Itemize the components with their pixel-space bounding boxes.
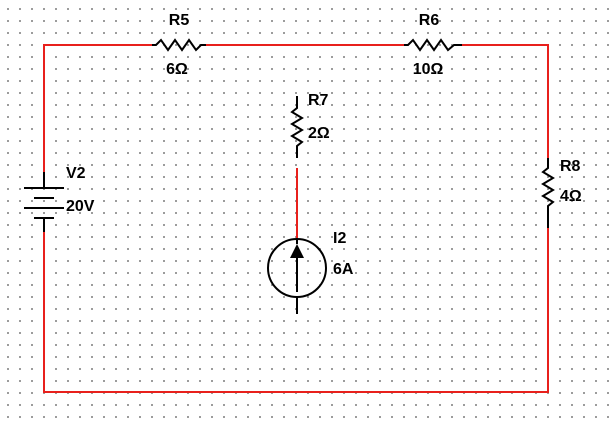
current-source-i2[interactable] — [267, 238, 327, 314]
r5-name-label: R5 — [169, 12, 190, 29]
battery-v2[interactable] — [24, 172, 64, 232]
v2-value-label: 20V — [66, 198, 95, 215]
r7-value-label: 2Ω — [308, 125, 330, 142]
arrow-up-icon — [290, 244, 304, 258]
r8-name-label: R8 — [560, 158, 581, 175]
r7-name-label: R7 — [308, 92, 329, 109]
wire-right-bottom — [43, 228, 549, 393]
r8-value-label: 4Ω — [560, 188, 582, 205]
resistor-r8[interactable] — [541, 158, 555, 228]
wires — [43, 44, 549, 393]
r6-value-label: 10Ω — [413, 61, 444, 78]
wire-right-top — [462, 44, 549, 158]
i2-name-label: I2 — [333, 230, 346, 247]
v2-name-label: V2 — [66, 165, 86, 182]
r6-name-label: R6 — [419, 12, 440, 29]
resistor-r5[interactable] — [152, 38, 206, 52]
resistor-r7[interactable] — [290, 96, 304, 158]
r5-value-label: 6Ω — [166, 61, 188, 78]
resistor-r6[interactable] — [404, 38, 462, 52]
i2-value-label: 6A — [333, 261, 354, 278]
wire-left-top — [43, 44, 152, 172]
